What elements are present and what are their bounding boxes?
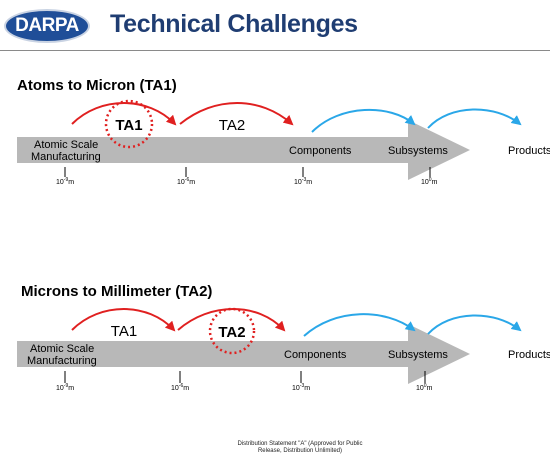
blue-arrow-subsystems	[427, 108, 522, 129]
section-title-microns-to-millimeter: Microns to Millimeter (TA2)	[21, 283, 213, 300]
stage-label-ta2: TA2	[219, 117, 245, 134]
tick-mark: 10-6m	[171, 371, 189, 392]
milestone-components: Components	[284, 349, 347, 361]
milestone-subsystems: Subsystems	[388, 349, 448, 361]
red-arrow-ta2	[177, 308, 286, 332]
svg-text:10-9m: 10-9m	[56, 177, 74, 186]
start-label-line1: Atomic Scale	[30, 343, 94, 355]
start-label-line1: Atomic Scale	[34, 139, 98, 151]
milestone-products: Products	[508, 145, 550, 157]
svg-text:100m: 100m	[416, 383, 433, 392]
milestone-products: Products	[508, 349, 550, 361]
section-2-diagram: TA1 TA2 Atomic Scale Manufacturing Compo…	[17, 307, 550, 392]
stage-label-ta1: TA1	[115, 117, 142, 134]
highlight-circle-ta2	[208, 307, 256, 355]
blue-arrow-components	[311, 108, 416, 133]
distribution-statement: Distribution Statement "A" (Approved for…	[200, 441, 400, 455]
blue-arrow-subsystems	[427, 314, 522, 335]
tick-mark: 10-3m	[292, 371, 310, 392]
tick-mark: 10-9m	[56, 371, 74, 392]
gray-scale-arrow	[17, 120, 470, 180]
start-label-line2: Manufacturing	[27, 355, 97, 367]
milestone-subsystems: Subsystems	[388, 145, 448, 157]
svg-text:10-9m: 10-9m	[56, 383, 74, 392]
start-label-line2: Manufacturing	[31, 151, 101, 163]
milestone-components: Components	[289, 145, 352, 157]
stage-label-ta2: TA2	[218, 324, 245, 341]
blue-arrow-components	[303, 313, 416, 337]
tick-mark: 10-6m	[177, 167, 195, 186]
svg-text:10-6m: 10-6m	[177, 177, 195, 186]
tick-mark: 10-3m	[294, 167, 312, 186]
red-arrow-ta1	[71, 308, 176, 332]
darpa-logo: DARPA	[4, 9, 90, 43]
stage-label-ta1: TA1	[111, 323, 137, 340]
section-1-diagram: TA1 TA2 Atomic Scale Manufacturing Compo…	[17, 99, 550, 186]
highlight-circle-ta1	[104, 99, 154, 149]
svg-text:10-6m: 10-6m	[171, 383, 189, 392]
header-divider	[0, 50, 550, 51]
tick-mark: 100m	[416, 371, 433, 392]
footer-line: Distribution Statement "A" (Approved for…	[237, 441, 363, 447]
svg-text:100m: 100m	[421, 177, 438, 186]
page-title: Technical Challenges	[110, 10, 358, 38]
red-arrow-ta1	[71, 102, 177, 126]
section-title-atoms-to-micron: Atoms to Micron (TA1)	[17, 77, 177, 94]
tick-mark: 10-9m	[56, 167, 74, 186]
svg-text:10-3m: 10-3m	[294, 177, 312, 186]
red-arrow-ta2	[179, 102, 294, 126]
svg-text:10-3m: 10-3m	[292, 383, 310, 392]
footer-line: Release, Distribution Unlimited)	[257, 448, 343, 454]
tick-mark: 100m	[421, 167, 438, 186]
gray-scale-arrow	[17, 324, 470, 384]
